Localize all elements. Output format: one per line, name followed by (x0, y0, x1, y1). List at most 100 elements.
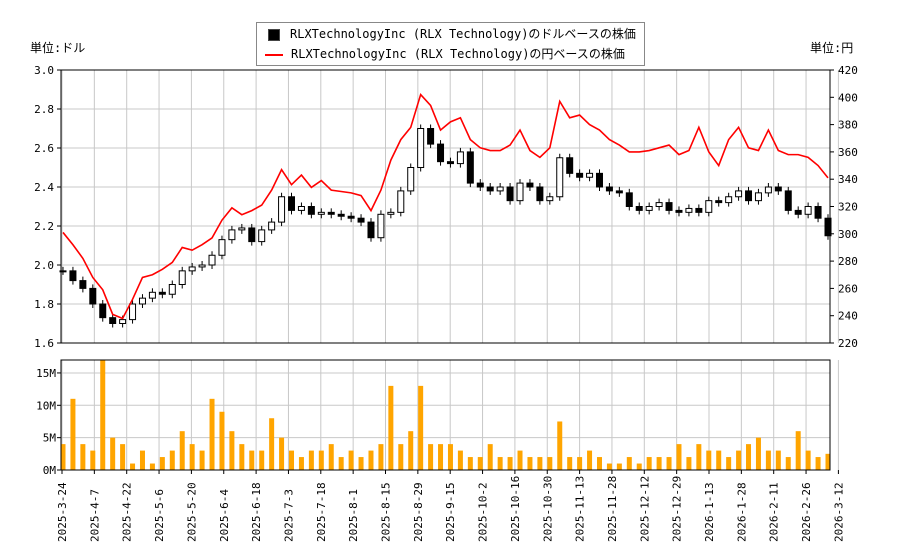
volume-bar (120, 444, 126, 470)
candle (297, 206, 305, 211)
candle (754, 192, 762, 202)
volume-bar (537, 457, 543, 470)
candle (347, 215, 355, 219)
volume-plot-frame (60, 359, 831, 471)
volume-bar (348, 450, 354, 470)
candle (407, 167, 415, 192)
left-y-tick-label: 2.6 (34, 142, 54, 155)
volume-bar (825, 453, 831, 470)
right-y-tick-label: 320 (838, 201, 858, 214)
x-tick-label: 2025-11-28 (606, 476, 619, 542)
candle (307, 206, 315, 215)
volume-bar (318, 450, 324, 470)
x-tick-label: 2025-6-18 (250, 482, 263, 542)
candle (675, 209, 683, 213)
right-y-tick-label: 420 (838, 64, 858, 77)
volume-bar (626, 457, 632, 470)
candle (168, 284, 176, 295)
candle (635, 206, 643, 211)
volume-bar (249, 450, 255, 470)
candle (99, 303, 107, 319)
candle (327, 211, 335, 215)
volume-bar (726, 457, 732, 470)
candle (397, 190, 405, 213)
x-tick-label: 2025-10-16 (509, 476, 522, 542)
volume-bar (547, 457, 553, 470)
right-y-tick-label: 400 (838, 91, 858, 104)
volume-bar (90, 450, 96, 470)
candle (576, 172, 584, 178)
candle (198, 264, 206, 268)
candle (178, 270, 186, 286)
volume-bar (388, 385, 394, 470)
legend-label: RLXTechnologyInc (RLX Technology)の円ベースの株… (291, 47, 625, 61)
volume-bar (577, 457, 583, 470)
candle (536, 186, 544, 202)
volume-bar (716, 450, 722, 470)
candle (119, 319, 127, 325)
candle (248, 227, 256, 243)
volume-bar (149, 463, 155, 470)
candle (735, 190, 743, 198)
volume-bar (189, 444, 195, 470)
volume-bar (298, 457, 304, 470)
right-y-tick-label: 280 (838, 255, 858, 268)
candle (466, 151, 474, 184)
x-tick-label: 2025-9-15 (444, 482, 457, 542)
volume-bar (676, 444, 682, 470)
candle (586, 172, 594, 178)
candle (745, 190, 753, 202)
candle (556, 157, 564, 198)
volume-bar (358, 457, 364, 470)
right-y-tick-label: 340 (838, 173, 858, 186)
left-y-tick-label: 1.6 (34, 337, 54, 350)
candle (278, 196, 286, 223)
candle (288, 196, 296, 211)
candle (764, 186, 772, 194)
volume-bar (795, 431, 801, 470)
left-y-tick-label: 3.0 (34, 64, 54, 77)
volume-bar (428, 444, 434, 470)
x-tick-label: 2025-6-4 (218, 489, 231, 542)
volume-bar (328, 444, 334, 470)
yen-price-line (62, 92, 829, 320)
price-plot-frame (60, 69, 831, 344)
volume-bar (130, 463, 136, 470)
candle (109, 317, 117, 324)
legend: RLXTechnologyInc (RLX Technology)のドルベースの… (256, 22, 645, 66)
candle (605, 186, 613, 192)
volume-bar (567, 457, 573, 470)
volume-bar (199, 450, 205, 470)
candle (456, 151, 464, 165)
volume-bar (815, 457, 821, 470)
volume-bar (527, 457, 533, 470)
candle (268, 221, 276, 231)
volume-bar (736, 450, 742, 470)
candle (695, 207, 703, 213)
candle (188, 266, 196, 272)
volume-bar (279, 437, 285, 470)
x-tick-label: 2025-12-29 (671, 476, 684, 542)
right-unit-label: 単位:円 (810, 41, 854, 55)
volume-bar (616, 463, 622, 470)
candle (814, 206, 822, 219)
candle (516, 182, 524, 202)
legend-item-dollar: RLXTechnologyInc (RLX Technology)のドルベースの… (265, 25, 636, 43)
x-tick-label: 2026-2-11 (768, 482, 781, 542)
x-tick-label: 2025-11-13 (574, 476, 587, 542)
candle (506, 186, 514, 202)
left-y-tick-label: 2.8 (34, 103, 54, 116)
volume-y-tick-label: 5M (43, 432, 57, 445)
left-y-tick-label: 2.2 (34, 220, 54, 233)
volume-bar (696, 444, 702, 470)
candle (476, 182, 484, 188)
right-y-tick-label: 260 (838, 282, 858, 295)
x-tick-label: 2025-8-29 (412, 482, 425, 542)
candle (615, 190, 623, 194)
volume-bar (338, 457, 344, 470)
volume-bar (438, 444, 444, 470)
candle (377, 213, 385, 239)
candle (238, 227, 246, 231)
volume-bar (666, 457, 672, 470)
candle (526, 182, 534, 188)
